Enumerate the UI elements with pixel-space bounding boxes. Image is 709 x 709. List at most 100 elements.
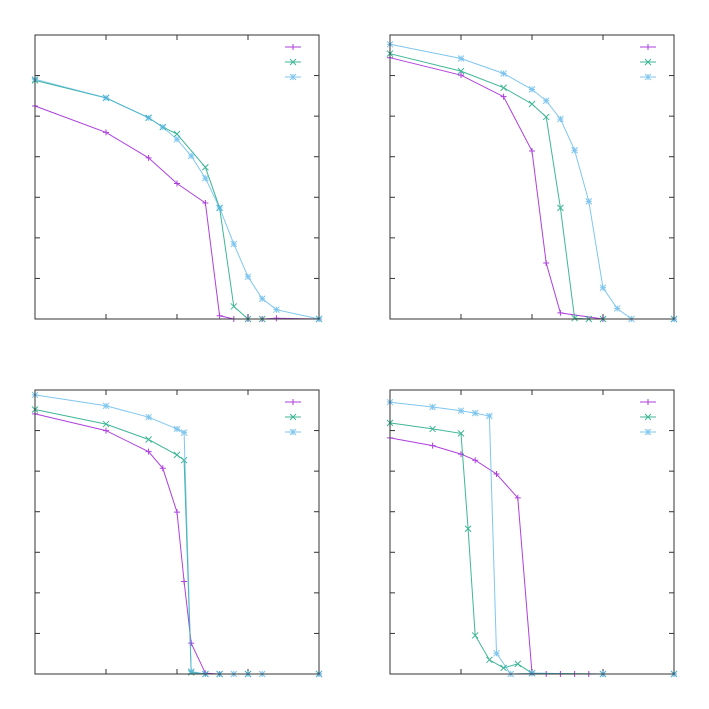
data-point bbox=[585, 197, 593, 205]
legend-entry-1 bbox=[640, 44, 656, 50]
data-point bbox=[173, 425, 181, 433]
data-point bbox=[464, 525, 472, 533]
data-point bbox=[542, 113, 550, 121]
series-line bbox=[389, 43, 674, 320]
data-point bbox=[202, 199, 209, 206]
data-point bbox=[599, 284, 607, 292]
data-point bbox=[543, 260, 550, 267]
plot-border bbox=[34, 34, 320, 320]
series-2 bbox=[386, 419, 678, 678]
series-1 bbox=[387, 54, 677, 322]
series-line bbox=[34, 79, 319, 320]
data-point bbox=[472, 457, 479, 464]
data-point bbox=[173, 130, 181, 138]
series-line bbox=[389, 437, 674, 675]
legend-entry-2 bbox=[640, 413, 656, 421]
data-point bbox=[188, 640, 195, 647]
legend-entry-2 bbox=[285, 413, 301, 421]
legend-entry-2 bbox=[285, 58, 301, 66]
legend-marker bbox=[290, 44, 296, 50]
data-point bbox=[571, 314, 578, 322]
data-point bbox=[493, 649, 500, 657]
data-point bbox=[103, 427, 109, 434]
data-point bbox=[174, 180, 180, 187]
data-point bbox=[613, 305, 621, 312]
legend-entry-3 bbox=[285, 73, 301, 81]
data-point bbox=[145, 154, 152, 161]
data-point bbox=[458, 72, 464, 79]
data-point bbox=[486, 412, 493, 420]
series-line bbox=[389, 422, 674, 675]
data-point bbox=[202, 174, 209, 182]
series-1 bbox=[387, 434, 677, 677]
data-point bbox=[230, 240, 238, 248]
series-line bbox=[34, 409, 319, 675]
data-point bbox=[514, 494, 521, 501]
data-point bbox=[557, 309, 564, 316]
data-point bbox=[173, 451, 181, 459]
series-3 bbox=[31, 75, 323, 323]
data-point bbox=[145, 114, 152, 122]
series-1 bbox=[32, 410, 322, 677]
series-line bbox=[34, 394, 319, 675]
series-line bbox=[34, 78, 320, 320]
legend-marker bbox=[289, 413, 297, 421]
data-point bbox=[471, 632, 479, 639]
data-point bbox=[180, 429, 188, 436]
series-line bbox=[389, 57, 674, 320]
data-point bbox=[500, 93, 507, 100]
data-point bbox=[457, 430, 465, 437]
series-2 bbox=[31, 406, 323, 678]
data-point bbox=[145, 448, 152, 455]
plot-border bbox=[389, 34, 675, 320]
series-3 bbox=[386, 40, 678, 323]
data-point bbox=[514, 660, 522, 668]
data-point bbox=[181, 578, 188, 585]
data-point bbox=[258, 295, 266, 303]
legend-entry-1 bbox=[285, 44, 301, 50]
data-point bbox=[273, 306, 280, 314]
series-line bbox=[389, 53, 674, 320]
data-point bbox=[145, 436, 152, 443]
data-point bbox=[216, 312, 223, 319]
data-point bbox=[528, 86, 536, 93]
data-point bbox=[529, 148, 535, 155]
data-point bbox=[528, 100, 536, 108]
legend-marker bbox=[290, 399, 296, 405]
plot-border bbox=[389, 389, 675, 675]
data-point bbox=[102, 402, 110, 410]
data-point bbox=[557, 204, 564, 212]
data-point bbox=[244, 273, 252, 281]
data-point bbox=[187, 668, 195, 675]
data-point bbox=[457, 55, 465, 62]
legend-marker bbox=[644, 58, 652, 66]
data-point bbox=[174, 509, 180, 516]
plot-border bbox=[34, 389, 320, 675]
legend-marker bbox=[644, 428, 652, 436]
data-point bbox=[102, 94, 110, 102]
data-point bbox=[500, 70, 507, 77]
data-point bbox=[486, 656, 493, 664]
series-1 bbox=[32, 103, 322, 322]
data-point bbox=[457, 67, 465, 75]
data-point bbox=[103, 129, 109, 136]
data-point bbox=[202, 163, 209, 171]
series-3 bbox=[386, 398, 678, 678]
legend-marker bbox=[645, 399, 651, 405]
series-line bbox=[34, 413, 319, 675]
data-point bbox=[429, 425, 436, 433]
series-3 bbox=[31, 391, 323, 678]
chart-panel-1 bbox=[31, 34, 323, 323]
chart-panel-2 bbox=[386, 34, 678, 323]
legend-entry-3 bbox=[640, 73, 656, 81]
legend-entry-2 bbox=[640, 58, 656, 66]
data-point bbox=[571, 146, 578, 154]
data-point bbox=[500, 84, 507, 92]
data-point bbox=[187, 152, 195, 160]
legend-entry-1 bbox=[285, 399, 301, 405]
data-point bbox=[457, 407, 465, 415]
legend-marker bbox=[644, 73, 652, 81]
data-point bbox=[528, 669, 536, 677]
data-point bbox=[159, 465, 166, 472]
